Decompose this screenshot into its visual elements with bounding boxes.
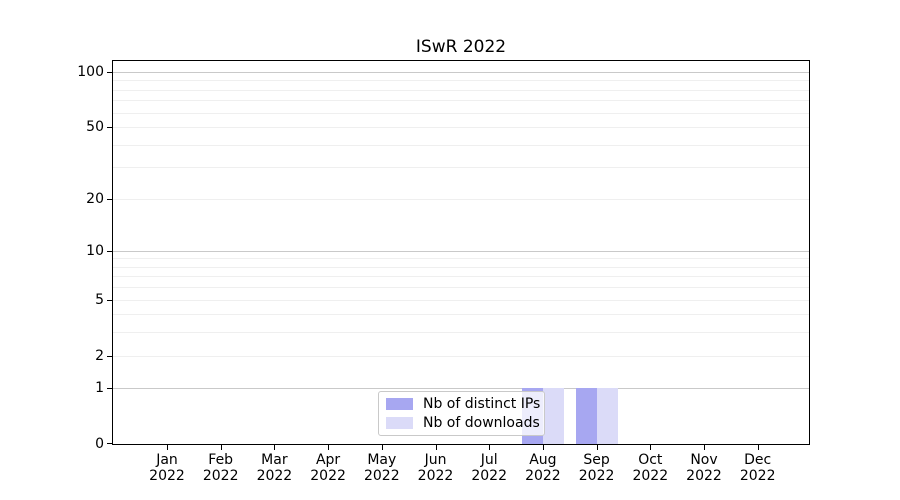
x-axis-label-year: 2022 — [525, 468, 561, 484]
y-axis-label-20: 20 — [86, 190, 104, 207]
x-axis-label-year: 2022 — [149, 468, 185, 484]
gridline-minor-y4 — [113, 314, 809, 316]
x-axis-label-jan: Jan 2022 — [139, 452, 195, 484]
gridline-minor-y80 — [113, 89, 809, 91]
legend-item-distinct-ips: Nb of distinct IPs — [386, 395, 541, 412]
gridline-minor-y50 — [113, 127, 809, 129]
x-axis-label-year: 2022 — [310, 468, 346, 484]
x-axis-tick-jun — [435, 445, 437, 450]
x-axis-label-month: Nov — [690, 452, 718, 468]
y-axis-label-5: 5 — [95, 291, 104, 308]
x-axis-tick-dec — [757, 445, 759, 450]
x-axis-label-jun: Jun 2022 — [408, 452, 464, 484]
x-axis-label-oct: Oct 2022 — [622, 452, 678, 484]
gridline-minor-y7 — [113, 276, 809, 278]
chart-title: ISwR 2022 — [415, 37, 507, 57]
gridline-minor-y70 — [113, 100, 809, 102]
bar-downloads-sep — [596, 388, 618, 444]
y-axis-tick-50 — [107, 127, 112, 129]
y-axis-tick-10 — [107, 250, 112, 252]
x-axis-label-year: 2022 — [417, 468, 454, 484]
x-axis-label-aug: Aug 2022 — [515, 452, 571, 484]
x-axis-label-year: 2022 — [739, 468, 776, 484]
x-axis-tick-jul — [489, 445, 491, 450]
legend-item-downloads: Nb of downloads — [386, 414, 540, 431]
y-axis-tick-1 — [107, 388, 112, 390]
x-axis-tick-sep — [596, 445, 598, 450]
x-axis-label-apr: Apr 2022 — [300, 452, 356, 484]
gridline-minor-y6 — [113, 287, 809, 289]
x-axis-label-month: May — [367, 452, 397, 468]
legend-swatch-distinct-ips — [386, 398, 413, 410]
x-axis-label-year: 2022 — [686, 468, 722, 484]
bar-downloads-aug — [542, 388, 564, 444]
plot-area: Nb of distinct IPs Nb of downloads — [112, 60, 810, 445]
x-axis-label-month: Dec — [744, 452, 772, 468]
x-axis-tick-may — [381, 445, 383, 450]
y-axis-label-10: 10 — [86, 242, 104, 259]
gridline-minor-y40 — [113, 144, 809, 146]
x-axis-tick-feb — [220, 445, 222, 450]
gridline-minor-y2 — [113, 355, 809, 357]
y-axis-tick-5 — [107, 299, 112, 301]
x-axis-label-month: Mar — [261, 452, 288, 468]
gridline-minor-y60 — [113, 112, 809, 114]
x-axis-label-may: May 2022 — [354, 452, 410, 484]
x-axis-label-month: Oct — [638, 452, 663, 468]
gridline-minor-y90 — [113, 80, 809, 82]
y-axis-tick-2 — [107, 355, 112, 357]
gridline-minor-y3 — [113, 332, 809, 334]
gridline-major-y100 — [113, 72, 809, 73]
x-axis-label-year: 2022 — [202, 468, 239, 484]
x-axis-label-year: 2022 — [256, 468, 293, 484]
x-axis-label-dec: Dec 2022 — [730, 452, 786, 484]
x-axis-label-month: Jun — [424, 452, 447, 468]
x-axis-label-year: 2022 — [471, 468, 507, 484]
x-axis-label-month: Sep — [583, 452, 610, 468]
x-axis-tick-nov — [704, 445, 705, 450]
x-axis-label-month: Jul — [480, 452, 498, 468]
x-axis-tick-aug — [542, 445, 544, 450]
legend-label-downloads: Nb of downloads — [423, 414, 540, 431]
x-axis-label-year: 2022 — [363, 468, 400, 484]
x-axis-label-month: Aug — [529, 452, 557, 468]
x-axis-label-mar: Mar 2022 — [246, 452, 302, 484]
y-axis-label-1: 1 — [95, 380, 104, 397]
x-axis-tick-oct — [650, 445, 652, 450]
y-axis-label-0: 0 — [95, 436, 104, 452]
x-axis-label-feb: Feb 2022 — [193, 452, 249, 484]
x-axis-label-year: 2022 — [632, 468, 669, 484]
gridline-minor-y30 — [113, 167, 809, 169]
x-axis-tick-apr — [328, 445, 330, 450]
y-axis-tick-20 — [107, 198, 112, 200]
x-axis-label-month: Feb — [208, 452, 234, 468]
gridline-minor-y8 — [113, 266, 809, 268]
x-axis-label-jul: Jul 2022 — [461, 452, 517, 484]
x-axis-tick-jan — [167, 445, 168, 450]
gridline-major-y10 — [113, 250, 809, 252]
x-axis-tick-mar — [274, 445, 276, 450]
y-axis-label-50: 50 — [86, 119, 104, 136]
y-axis-tick-100 — [107, 72, 112, 73]
y-axis-label-100: 100 — [77, 64, 104, 80]
legend-label-distinct-ips: Nb of distinct IPs — [423, 395, 541, 412]
gridline-minor-y5 — [113, 299, 809, 301]
x-axis-label-sep: Sep 2022 — [569, 452, 625, 484]
x-axis-label-year: 2022 — [578, 468, 615, 484]
gridline-major-y1 — [113, 388, 809, 390]
legend-swatch-downloads — [386, 417, 413, 429]
bar-distinct-ips-sep — [575, 388, 597, 444]
x-axis-label-month: Jan — [156, 452, 178, 468]
gridline-minor-y9 — [113, 258, 809, 260]
x-axis-label-nov: Nov 2022 — [676, 452, 732, 484]
legend: Nb of distinct IPs Nb of downloads — [378, 391, 545, 436]
x-axis-label-month: Apr — [315, 452, 341, 468]
y-axis-tick-0 — [107, 443, 112, 444]
gridline-minor-y20 — [113, 198, 809, 200]
y-axis-label-2: 2 — [95, 347, 104, 364]
